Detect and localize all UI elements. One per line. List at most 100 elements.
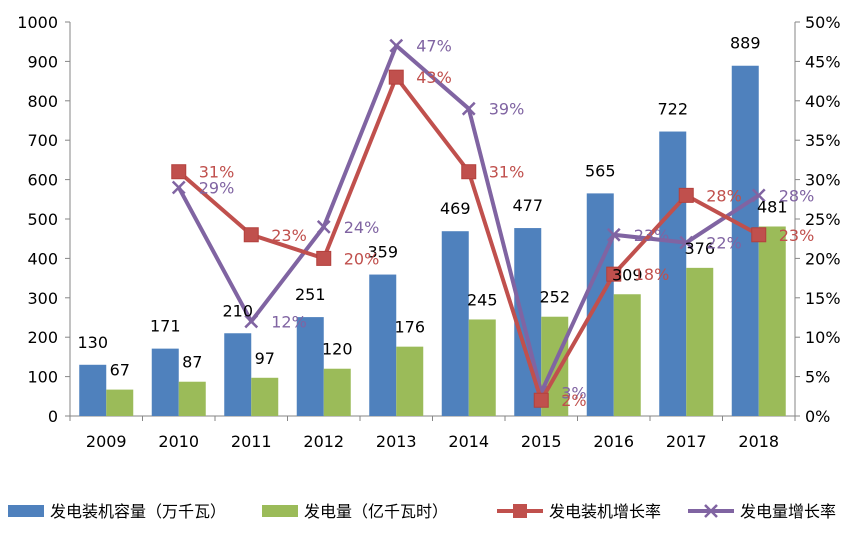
bar-data-label: 565 bbox=[585, 161, 616, 180]
bar bbox=[369, 274, 397, 416]
y-tick-label-left: 100 bbox=[27, 368, 58, 387]
y-tick-label-right: 0% bbox=[805, 407, 830, 426]
bar bbox=[296, 317, 324, 416]
bar bbox=[468, 319, 496, 416]
bar-data-label: 722 bbox=[657, 100, 688, 119]
line-point-marker bbox=[461, 164, 477, 180]
bar bbox=[79, 364, 107, 416]
line-point-marker bbox=[171, 180, 186, 195]
bar bbox=[224, 333, 252, 416]
line-data-label: 23% bbox=[634, 226, 670, 245]
bar-data-label: 130 bbox=[77, 333, 108, 352]
bar bbox=[659, 131, 687, 417]
bar bbox=[613, 294, 641, 416]
line-point-marker bbox=[606, 227, 621, 242]
line-data-label: 24% bbox=[344, 218, 380, 237]
bar-data-label: 376 bbox=[684, 239, 715, 258]
bar-data-label: 97 bbox=[255, 349, 275, 368]
y-tick-label-right: 35% bbox=[805, 131, 841, 150]
legend-swatch bbox=[8, 505, 44, 517]
line-point-marker bbox=[244, 314, 259, 329]
bar-data-label: 87 bbox=[182, 353, 202, 372]
y-tick-label-right: 50% bbox=[805, 13, 841, 32]
line-point-marker bbox=[679, 235, 694, 250]
legend-label: 发电装机增长率 bbox=[549, 502, 661, 521]
bar-data-label: 889 bbox=[730, 34, 761, 53]
y-tick-label-left: 500 bbox=[27, 210, 58, 229]
line-point-marker bbox=[606, 266, 622, 282]
y-tick-label-left: 700 bbox=[27, 131, 58, 150]
y-tick-label-left: 0 bbox=[48, 407, 58, 426]
line-point-marker bbox=[316, 250, 332, 266]
bar bbox=[151, 348, 179, 416]
y-tick-label-right: 40% bbox=[805, 92, 841, 111]
line-data-label: 29% bbox=[199, 178, 235, 197]
x-tick-label: 2013 bbox=[376, 432, 417, 451]
y-tick-label-right: 5% bbox=[805, 368, 830, 387]
legend-label: 发电量（亿千瓦时） bbox=[304, 502, 448, 521]
bar-data-label: 469 bbox=[440, 199, 471, 218]
bar-data-label: 67 bbox=[110, 361, 130, 380]
y-tick-label-left: 400 bbox=[27, 249, 58, 268]
x-tick-label: 2010 bbox=[158, 432, 199, 451]
legend-marker bbox=[513, 504, 527, 518]
line-data-label: 39% bbox=[489, 100, 525, 119]
line-data-label: 23% bbox=[271, 226, 307, 245]
line-data-label: 47% bbox=[416, 37, 452, 56]
line-point-marker bbox=[316, 219, 331, 234]
y-tick-label-left: 600 bbox=[27, 171, 58, 190]
bar bbox=[396, 346, 424, 416]
bar bbox=[686, 267, 714, 416]
bar-data-label: 481 bbox=[757, 197, 788, 216]
y-tick-label-left: 200 bbox=[27, 328, 58, 347]
bar-data-label: 245 bbox=[467, 290, 498, 309]
y-tick-label-left: 300 bbox=[27, 289, 58, 308]
legend-label: 发电装机容量（万千瓦） bbox=[50, 502, 226, 521]
x-tick-label: 2018 bbox=[738, 432, 779, 451]
line-data-label: 31% bbox=[199, 163, 235, 182]
y-tick-label-left: 800 bbox=[27, 92, 58, 111]
legend-marker bbox=[704, 504, 718, 518]
line-point-marker bbox=[171, 164, 187, 180]
y-tick-label-right: 10% bbox=[805, 328, 841, 347]
y-tick-label-right: 30% bbox=[805, 171, 841, 190]
bar bbox=[586, 193, 614, 416]
x-tick-label: 2015 bbox=[521, 432, 562, 451]
bar bbox=[441, 231, 469, 416]
y-tick-label-right: 20% bbox=[805, 249, 841, 268]
x-tick-label: 2014 bbox=[448, 432, 489, 451]
line-point-marker bbox=[243, 227, 259, 243]
line-data-label: 3% bbox=[561, 383, 586, 402]
line-data-label: 18% bbox=[634, 265, 670, 284]
x-tick-label: 2011 bbox=[231, 432, 272, 451]
bar bbox=[106, 389, 134, 416]
bar bbox=[323, 368, 351, 416]
line-data-label: 20% bbox=[344, 249, 380, 268]
bar-data-label: 171 bbox=[150, 317, 181, 336]
bar-data-label: 176 bbox=[394, 318, 425, 337]
line-point-marker bbox=[388, 69, 404, 85]
line-data-label: 28% bbox=[706, 186, 742, 205]
x-tick-label: 2012 bbox=[303, 432, 344, 451]
y-tick-label-right: 25% bbox=[805, 210, 841, 229]
bar-data-label: 120 bbox=[322, 340, 353, 359]
y-tick-label-right: 45% bbox=[805, 52, 841, 71]
bar-data-label: 477 bbox=[512, 196, 543, 215]
x-tick-label: 2009 bbox=[86, 432, 127, 451]
line-data-label: 2% bbox=[561, 391, 586, 410]
line-point-marker bbox=[751, 188, 766, 203]
bar bbox=[251, 377, 279, 416]
line-point-marker bbox=[678, 187, 694, 203]
x-tick-label: 2017 bbox=[666, 432, 707, 451]
y-tick-label-right: 15% bbox=[805, 289, 841, 308]
bar-data-label: 210 bbox=[222, 301, 253, 320]
line-data-label: 22% bbox=[706, 234, 742, 253]
bar-data-label: 252 bbox=[539, 288, 570, 307]
bar-data-label: 309 bbox=[612, 265, 643, 284]
line-point-marker bbox=[389, 38, 404, 53]
line-data-label: 23% bbox=[779, 226, 815, 245]
y-tick-label-left: 1000 bbox=[17, 13, 58, 32]
bar bbox=[178, 381, 206, 416]
